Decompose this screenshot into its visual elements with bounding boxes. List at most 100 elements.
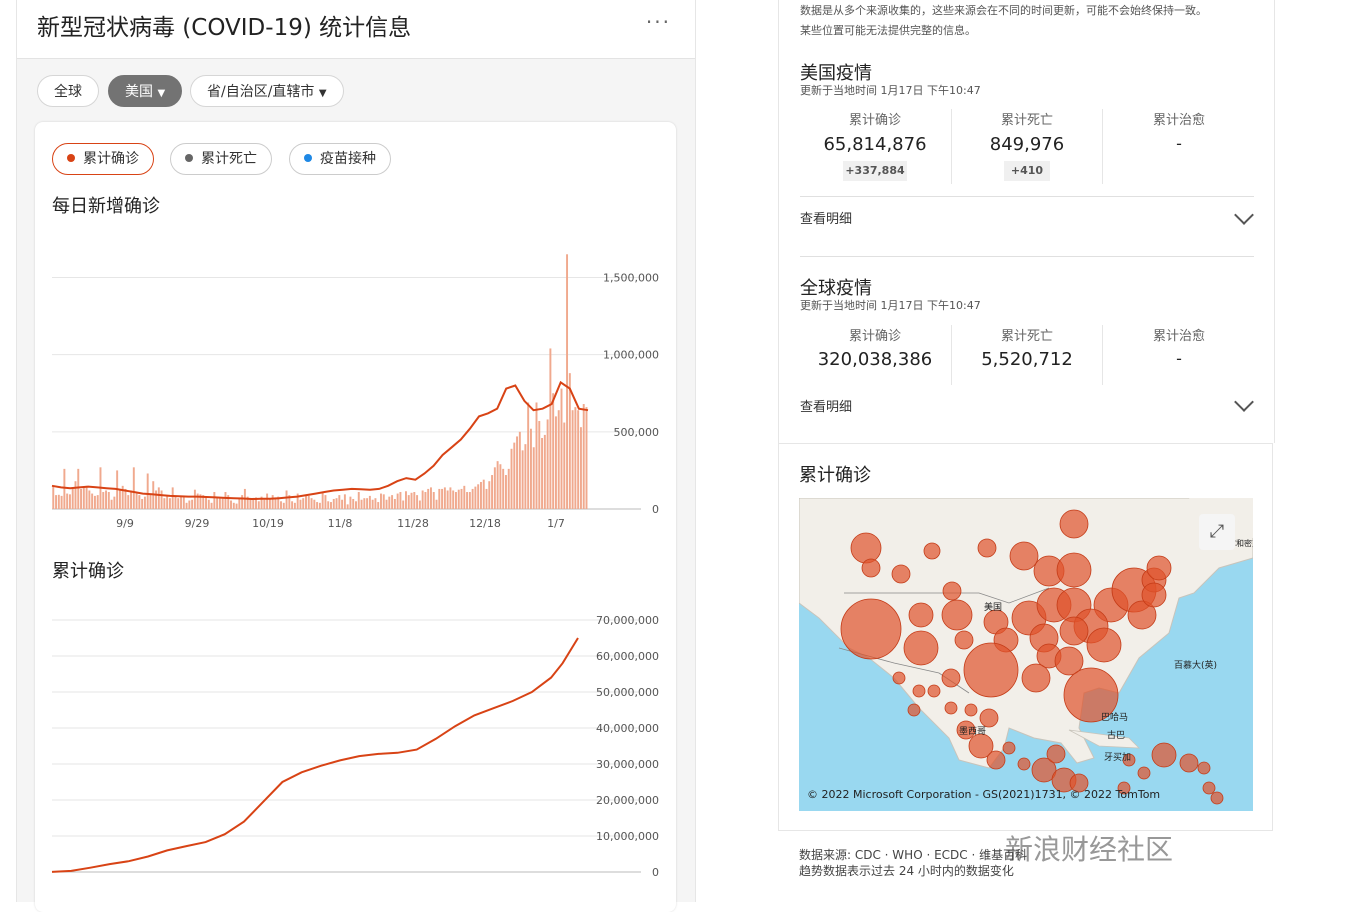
daily-bar — [232, 502, 235, 509]
daily-bar — [574, 407, 577, 509]
chevron-down-icon[interactable] — [1234, 392, 1254, 412]
daily-bar — [538, 421, 541, 509]
daily-bar — [296, 493, 299, 509]
daily-bar — [274, 497, 277, 509]
tab-usa-label: 美国 — [125, 84, 153, 100]
daily-bar — [446, 490, 449, 509]
x-tick-label: 11/26 — [257, 880, 289, 882]
case-bubble — [1151, 742, 1177, 768]
chip-deaths[interactable]: 累计死亡 — [170, 143, 272, 175]
y-tick-label: 0 — [652, 503, 659, 516]
tab-province-label: 省/自治区/直辖市 — [207, 84, 315, 100]
case-bubble — [923, 542, 941, 560]
more-horizontal-icon[interactable]: ··· — [645, 10, 671, 34]
daily-bar — [582, 404, 585, 509]
daily-bar — [355, 501, 357, 509]
case-bubble — [1063, 667, 1119, 723]
daily-bar — [416, 495, 419, 509]
case-bubble — [1117, 781, 1131, 795]
daily-bar — [457, 489, 460, 509]
us-section-title: 美国疫情 — [800, 63, 872, 84]
map-label: 墨西哥 — [959, 726, 986, 737]
x-tick-label: 11/28 — [397, 517, 429, 530]
trend-line — [51, 380, 589, 501]
map-copyright: © 2022 Microsoft Corporation - GS(2021)1… — [807, 788, 1161, 801]
case-bubble-map[interactable]: 美国 墨西哥 古巴 牙买加 巴哈马 百慕大(英) 圣皮埃尔和密克隆 ⤢ © 20… — [799, 498, 1253, 811]
daily-bar — [302, 498, 305, 509]
tab-province[interactable]: 省/自治区/直辖市 ▼ — [190, 75, 344, 107]
daily-bar — [338, 495, 341, 509]
daily-bar — [291, 501, 294, 509]
daily-bar — [288, 495, 291, 509]
us-view-details[interactable]: 查看明细 — [800, 212, 853, 227]
global-section-title: 全球疫情 — [800, 278, 872, 299]
expand-icon[interactable]: ⤢ — [1199, 514, 1235, 550]
data-source-line-1: 数据来源: CDC · WHO · ECDC · 维基百科 — [799, 848, 1028, 862]
case-bubble — [1059, 509, 1089, 539]
daily-bar — [327, 501, 330, 509]
daily-bar — [507, 468, 510, 509]
global-confirmed-value: 320,038,386 — [817, 349, 933, 370]
daily-bar — [399, 492, 402, 509]
chip-confirmed-label: 累计确诊 — [83, 151, 139, 167]
chip-confirmed[interactable]: 累计确诊 — [52, 143, 154, 175]
daily-bar — [182, 496, 185, 509]
daily-bar — [71, 487, 74, 509]
chevron-down-icon[interactable] — [1234, 205, 1254, 225]
daily-bar — [391, 495, 394, 509]
daily-bar — [235, 503, 238, 509]
x-tick-label: 9/9 — [116, 517, 134, 530]
daily-bar — [277, 496, 280, 509]
y-tick-label: 1,000,000 — [603, 349, 659, 362]
daily-bar — [224, 492, 227, 509]
x-tick-label: 3/21 — [77, 880, 102, 882]
x-tick-label: 10/19 — [252, 517, 284, 530]
daily-bar — [496, 461, 499, 509]
daily-bar — [205, 496, 207, 509]
tab-global-label: 全球 — [54, 84, 82, 100]
case-bubble — [908, 602, 934, 628]
daily-bar — [216, 496, 219, 509]
daily-bar — [124, 488, 127, 509]
deaths-dot-icon — [185, 154, 193, 162]
tab-global[interactable]: 全球 — [37, 75, 99, 107]
daily-bar — [427, 488, 430, 509]
daily-bar — [113, 496, 116, 509]
daily-bar — [380, 493, 382, 509]
daily-bar — [218, 498, 221, 509]
daily-bar — [257, 501, 260, 509]
daily-bar — [68, 494, 71, 509]
vaccines-dot-icon — [304, 154, 312, 162]
daily-bar — [252, 498, 255, 509]
daily-bar — [107, 492, 110, 509]
daily-bar — [568, 373, 571, 509]
case-bubble — [927, 684, 941, 698]
map-label: 美国 — [984, 601, 1002, 613]
case-bubble — [1141, 582, 1167, 608]
chip-vaccines[interactable]: 疫苗接种 — [289, 143, 391, 175]
divider — [800, 196, 1254, 197]
daily-bar — [293, 502, 296, 509]
case-bubble — [892, 671, 906, 685]
daily-bar — [554, 416, 557, 510]
daily-bar — [171, 487, 174, 509]
daily-bar — [155, 490, 157, 509]
daily-bar — [282, 502, 285, 509]
daily-bar — [96, 495, 99, 509]
x-tick-label: 8/18 — [187, 880, 212, 882]
tab-usa[interactable]: 美国 ▼ — [108, 75, 183, 107]
daily-bar — [266, 493, 269, 509]
map-label: 古巴 — [1107, 729, 1125, 741]
daily-bar — [502, 468, 505, 509]
daily-bar — [177, 498, 180, 509]
case-bubble — [1059, 616, 1089, 646]
daily-bar — [477, 484, 480, 509]
x-tick-label: 6/29 — [151, 880, 176, 882]
global-view-details[interactable]: 查看明细 — [800, 400, 853, 415]
daily-bar — [80, 488, 83, 509]
daily-bar — [305, 495, 307, 509]
stats-section: 数据是从多个来源收集的，这些来源会在不同的时间更新，可能不会始终保持一致。 某些… — [778, 0, 1275, 443]
daily-bar — [513, 442, 516, 509]
daily-bar — [168, 498, 171, 509]
daily-bar — [552, 393, 555, 509]
